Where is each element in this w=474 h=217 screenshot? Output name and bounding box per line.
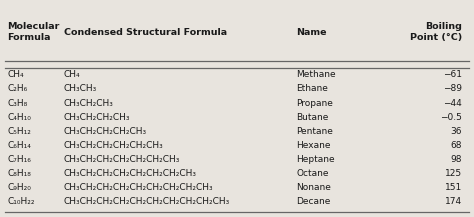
Text: 98: 98 — [451, 155, 462, 164]
Text: CH₃CH₂CH₂CH₂CH₂CH₂CH₂CH₂CH₂CH₃: CH₃CH₂CH₂CH₂CH₂CH₂CH₂CH₂CH₂CH₃ — [64, 197, 230, 206]
Text: Nonane: Nonane — [296, 183, 331, 192]
Text: 125: 125 — [445, 169, 462, 178]
Text: CH₃CH₂CH₂CH₂CH₂CH₂CH₃: CH₃CH₂CH₂CH₂CH₂CH₂CH₃ — [64, 155, 181, 164]
Text: 68: 68 — [451, 141, 462, 150]
Text: Condensed Structural Formula: Condensed Structural Formula — [64, 28, 227, 36]
Text: −0.5: −0.5 — [440, 113, 462, 122]
Text: Pentane: Pentane — [296, 127, 333, 136]
Text: 36: 36 — [451, 127, 462, 136]
Text: C₃H₈: C₃H₈ — [7, 99, 27, 108]
Text: Heptane: Heptane — [296, 155, 335, 164]
Text: Molecular
Formula: Molecular Formula — [7, 22, 59, 42]
Text: −89: −89 — [443, 84, 462, 94]
Text: Name: Name — [296, 28, 327, 36]
Text: Butane: Butane — [296, 113, 328, 122]
Text: CH₄: CH₄ — [64, 70, 81, 79]
Text: Hexane: Hexane — [296, 141, 331, 150]
Text: CH₃CH₂CH₂CH₂CH₃: CH₃CH₂CH₂CH₂CH₃ — [64, 127, 147, 136]
Text: C₉H₂₀: C₉H₂₀ — [7, 183, 31, 192]
Text: 151: 151 — [445, 183, 462, 192]
Text: Ethane: Ethane — [296, 84, 328, 94]
Text: CH₃CH₂CH₂CH₃: CH₃CH₂CH₂CH₃ — [64, 113, 130, 122]
Text: C₁₀H₂₂: C₁₀H₂₂ — [7, 197, 35, 206]
Text: −44: −44 — [443, 99, 462, 108]
Text: CH₃CH₂CH₃: CH₃CH₂CH₃ — [64, 99, 114, 108]
Text: CH₄: CH₄ — [7, 70, 24, 79]
Text: C₅H₁₂: C₅H₁₂ — [7, 127, 31, 136]
Text: CH₃CH₃: CH₃CH₃ — [64, 84, 97, 94]
Text: C₇H₁₆: C₇H₁₆ — [7, 155, 31, 164]
Text: C₂H₆: C₂H₆ — [7, 84, 27, 94]
Text: Boiling
Point (°C): Boiling Point (°C) — [410, 22, 462, 42]
Text: C₄H₁₀: C₄H₁₀ — [7, 113, 31, 122]
Text: CH₃CH₂CH₂CH₂CH₂CH₂CH₂CH₃: CH₃CH₂CH₂CH₂CH₂CH₂CH₂CH₃ — [64, 169, 197, 178]
Text: C₆H₁₄: C₆H₁₄ — [7, 141, 31, 150]
Text: Propane: Propane — [296, 99, 333, 108]
Text: CH₃CH₂CH₂CH₂CH₂CH₃: CH₃CH₂CH₂CH₂CH₂CH₃ — [64, 141, 164, 150]
Text: C₈H₁₈: C₈H₁₈ — [7, 169, 31, 178]
Text: Octane: Octane — [296, 169, 329, 178]
Text: Methane: Methane — [296, 70, 336, 79]
Text: Decane: Decane — [296, 197, 331, 206]
Text: 174: 174 — [445, 197, 462, 206]
Text: CH₃CH₂CH₂CH₂CH₂CH₂CH₂CH₂CH₃: CH₃CH₂CH₂CH₂CH₂CH₂CH₂CH₂CH₃ — [64, 183, 214, 192]
Text: −61: −61 — [443, 70, 462, 79]
